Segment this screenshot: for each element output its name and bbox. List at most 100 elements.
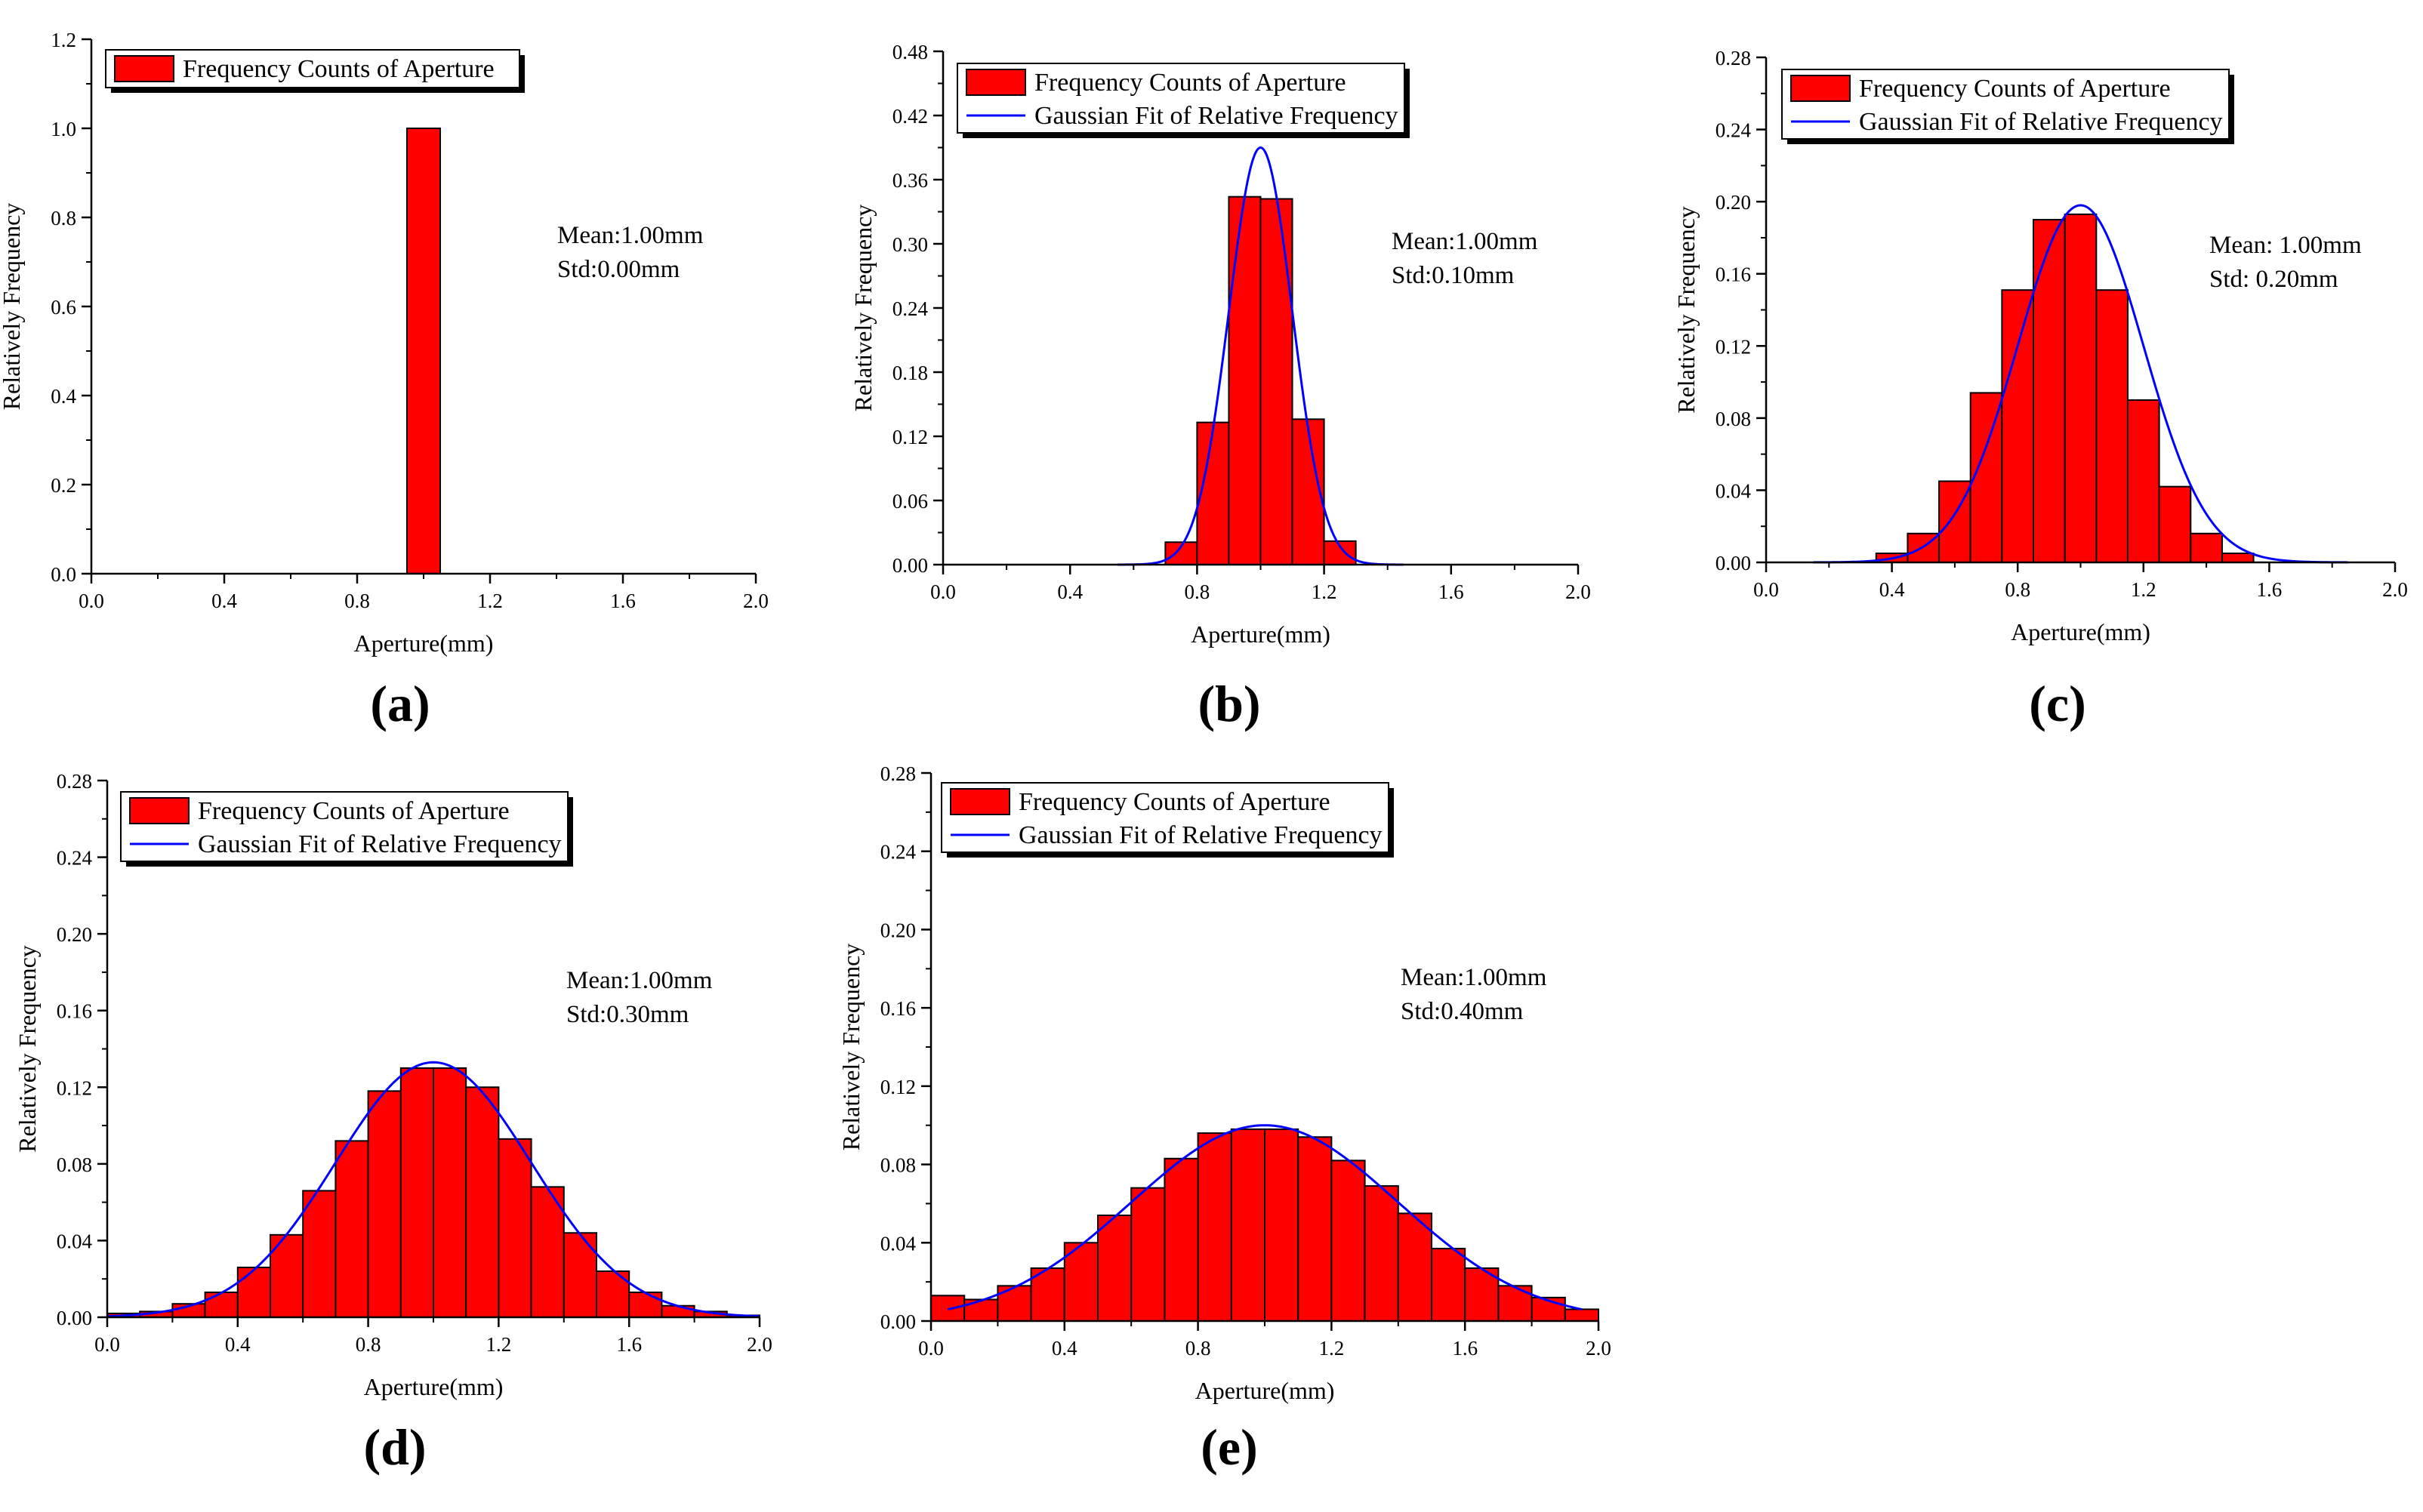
histogram-bar [1364, 1185, 1399, 1323]
histogram-bar [1130, 1187, 1166, 1322]
legend-label: Gaussian Fit of Relative Frequency [1019, 821, 1383, 849]
y-tick-label: 0.18 [892, 362, 928, 384]
histogram-bar [661, 1304, 695, 1318]
histogram-bar [2158, 485, 2192, 564]
histogram-bar [498, 1138, 532, 1318]
y-tick-label: 0.4 [51, 385, 76, 408]
histogram-bar [1497, 1285, 1533, 1323]
histogram-bar [399, 1067, 434, 1318]
y-tick-label: 0.6 [51, 296, 76, 319]
legend-label: Frequency Counts of Aperture [198, 797, 510, 825]
legend-swatch-bars [114, 55, 174, 82]
histogram-bar [465, 1086, 500, 1319]
stats-annotation: Std:0.00mm [557, 256, 680, 283]
histogram-bar [1259, 198, 1293, 565]
y-tick-label: 0.20 [57, 923, 92, 946]
x-tick-label: 0.8 [356, 1333, 381, 1356]
x-axis-title: Aperture(mm) [1195, 1377, 1335, 1404]
x-tick-label: 0.4 [211, 590, 237, 612]
x-tick-label: 0.0 [930, 580, 956, 603]
legend-label: Frequency Counts of Aperture [1034, 69, 1346, 97]
histogram-bar [406, 128, 441, 574]
y-tick-label: 0.12 [880, 1076, 916, 1098]
y-tick-label: 0.24 [57, 847, 93, 870]
x-tick-label: 2.0 [743, 590, 769, 612]
histogram-bar [1264, 1128, 1299, 1323]
y-tick-label: 0.28 [1716, 47, 1751, 69]
stats-annotation: Std:0.10mm [1392, 262, 1515, 289]
chart-panel-d: 0.0 0.4 0.8 1.2 1.6 2.0 0.00 0.04 0.08 0.12 0.16 0.… [14, 770, 772, 1476]
legend-label: Frequency Counts of Aperture [1019, 788, 1330, 816]
legend-label: Frequency Counts of Aperture [1859, 75, 2171, 103]
y-tick-label: 0.24 [892, 297, 929, 320]
y-tick-label: 0.2 [51, 474, 76, 497]
y-tick-label: 0.04 [1716, 479, 1752, 502]
panel-label: (c) [2029, 675, 2085, 732]
x-axis-title: Aperture(mm) [2011, 618, 2150, 645]
y-tick-label: 0.28 [880, 762, 916, 785]
y-tick-label: 0.16 [57, 1000, 92, 1023]
histogram-bar [2095, 289, 2129, 563]
histogram-bar [1230, 1128, 1266, 1323]
y-tick-label: 0.08 [1716, 408, 1751, 430]
chart-panel-b: 0.0 0.4 0.8 1.2 1.6 2.0 0.00 0.06 0.12 0.18 0.24 0.… [849, 41, 1591, 732]
y-tick-label: 0.28 [57, 770, 92, 793]
y-tick-label: 0.24 [880, 841, 917, 864]
x-tick-label: 1.2 [1319, 1337, 1345, 1360]
legend-box [105, 49, 520, 88]
y-tick-label: 0.16 [880, 997, 916, 1020]
stats-annotation: Mean:1.00mm [566, 967, 713, 994]
x-tick-label: 0.8 [2005, 578, 2030, 601]
histogram-bar [2221, 553, 2255, 564]
x-axis-title: Aperture(mm) [1191, 621, 1330, 648]
legend-box [957, 63, 1405, 134]
x-tick-label: 0.4 [1052, 1337, 1077, 1360]
histogram-bar [628, 1291, 663, 1318]
x-tick-label: 1.2 [1312, 580, 1337, 603]
y-tick-label: 1.2 [51, 29, 76, 51]
histogram-bar [563, 1232, 597, 1319]
y-tick-label: 0.00 [892, 554, 928, 577]
y-tick-label: 0.0 [51, 563, 76, 586]
histogram-bar [963, 1298, 999, 1322]
y-tick-label: 0.04 [57, 1230, 93, 1252]
x-tick-label: 2.0 [1565, 580, 1591, 603]
x-tick-label: 0.0 [79, 590, 104, 612]
x-tick-label: 1.6 [1438, 580, 1464, 603]
legend-box [1781, 69, 2230, 140]
histogram-bar [1228, 196, 1262, 565]
histogram-bar [1564, 1308, 1600, 1323]
x-tick-label: 0.4 [1879, 578, 1905, 601]
legend-box [941, 782, 1389, 853]
histogram-bar [1969, 392, 2003, 564]
histogram-bar [2033, 219, 2066, 563]
x-tick-label: 2.0 [2382, 578, 2408, 601]
y-axis-title: Relatively Frequency [14, 945, 41, 1153]
y-tick-label: 0.8 [51, 207, 76, 229]
x-tick-label: 1.2 [2131, 578, 2156, 601]
x-tick-label: 1.6 [1452, 1337, 1478, 1360]
x-tick-label: 2.0 [1586, 1337, 1611, 1360]
stats-annotation: Std:0.40mm [1401, 998, 1524, 1025]
stats-annotation: Std:0.30mm [566, 1001, 689, 1028]
histogram-bar [1330, 1159, 1366, 1323]
y-tick-label: 0.00 [1716, 552, 1751, 574]
chart-panel-c: 0.0 0.4 0.8 1.2 1.6 2.0 0.00 0.04 0.08 0.12 0.16 0.… [1672, 47, 2408, 732]
x-tick-label: 0.4 [225, 1333, 251, 1356]
legend-swatch-bars [950, 788, 1010, 815]
x-axis-title: Aperture(mm) [364, 1373, 504, 1400]
histogram-bar [1297, 1136, 1333, 1323]
y-tick-label: 1.0 [51, 118, 76, 140]
legend-label: Frequency Counts of Aperture [183, 55, 495, 83]
x-tick-label: 1.2 [477, 590, 503, 612]
y-tick-label: 0.00 [57, 1307, 92, 1329]
histogram-bar [1196, 421, 1230, 565]
x-tick-label: 1.6 [610, 590, 636, 612]
y-tick-label: 0.48 [892, 41, 928, 63]
panel-label: (e) [1201, 1418, 1257, 1476]
gaussian-fit-line [106, 1061, 760, 1318]
gaussian-fit-line [1813, 204, 2348, 564]
y-tick-label: 0.04 [880, 1232, 917, 1255]
x-tick-label: 0.8 [1185, 1337, 1211, 1360]
